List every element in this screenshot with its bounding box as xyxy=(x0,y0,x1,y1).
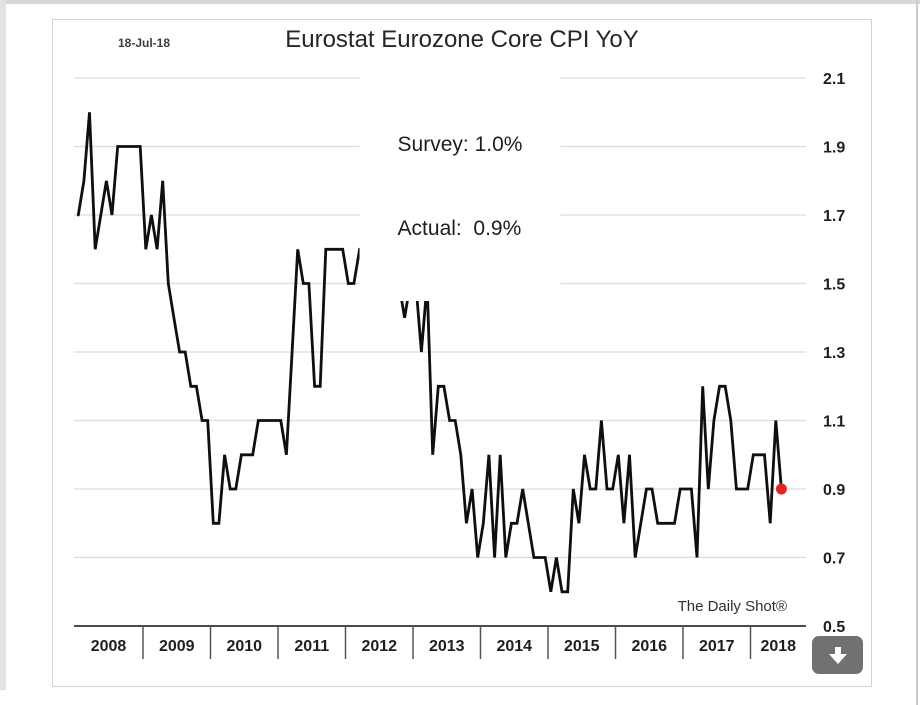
y-tick-label: 1.1 xyxy=(823,414,845,431)
y-tick-label: 1.3 xyxy=(823,345,845,362)
year-label: 2014 xyxy=(496,638,532,655)
year-label: 2010 xyxy=(226,638,262,655)
y-tick-label: 1.5 xyxy=(823,277,845,294)
survey-actual-callout: Survey: 1.0% Actual: 0.9% xyxy=(359,73,561,301)
year-label: 2017 xyxy=(699,638,735,655)
y-tick-label: 1.7 xyxy=(823,208,845,225)
y-tick-label: 2.1 xyxy=(823,71,845,88)
year-label: 2008 xyxy=(91,638,127,655)
y-tick-label: 0.7 xyxy=(823,551,845,568)
top-edge-strip xyxy=(0,0,920,4)
year-label: 2009 xyxy=(159,638,195,655)
y-tick-label: 0.5 xyxy=(823,619,845,636)
last-point-dot xyxy=(775,483,787,495)
report-date: 18-Jul-18 xyxy=(118,36,171,50)
survey-line: Survey: 1.0% xyxy=(397,133,523,156)
cpi-line xyxy=(76,112,783,594)
year-label: 2016 xyxy=(631,638,667,655)
year-label: 2018 xyxy=(760,638,796,655)
year-label: 2012 xyxy=(361,638,397,655)
y-tick-label: 1.9 xyxy=(823,140,845,157)
actual-line: Actual: 0.9% xyxy=(397,217,522,240)
left-edge-strip xyxy=(0,0,6,690)
year-label: 2013 xyxy=(429,638,465,655)
year-label: 2011 xyxy=(294,638,329,655)
year-label: 2015 xyxy=(564,638,600,655)
download-button[interactable] xyxy=(812,636,863,674)
y-tick-label: 0.9 xyxy=(823,482,845,499)
download-arrow-icon xyxy=(828,647,847,664)
right-edge-strip xyxy=(916,0,918,705)
daily-shot-attribution: The Daily Shot® xyxy=(677,598,787,615)
chart-title: Eurostat Eurozone Core CPI YoY xyxy=(285,26,639,53)
